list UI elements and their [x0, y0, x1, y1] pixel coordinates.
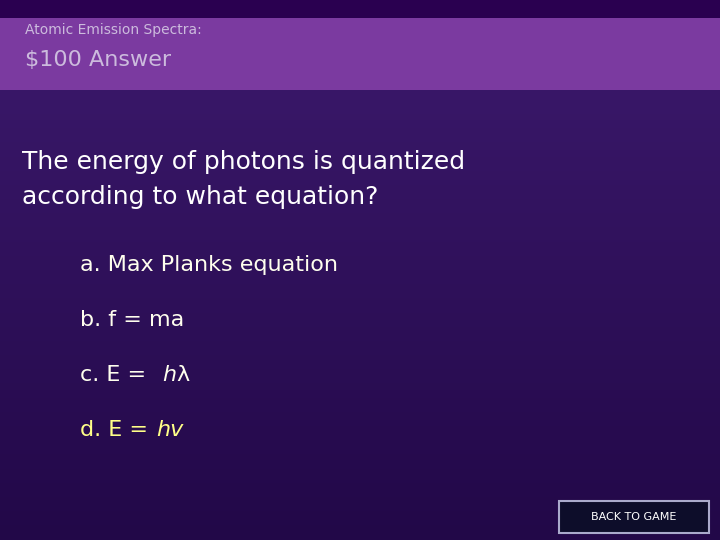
Bar	[0, 0, 720, 18]
Text: $100 Answer: $100 Answer	[25, 50, 171, 70]
Text: hv: hv	[156, 420, 184, 440]
Text: h: h	[162, 365, 176, 385]
Text: The energy of photons is quantized: The energy of photons is quantized	[22, 150, 465, 174]
Text: c. E =: c. E =	[80, 365, 153, 385]
Text: according to what equation?: according to what equation?	[22, 185, 379, 209]
Bar	[0, 18, 720, 90]
Text: BACK TO GAME: BACK TO GAME	[591, 512, 677, 522]
FancyBboxPatch shape	[559, 501, 709, 533]
Text: λ: λ	[176, 365, 189, 385]
Text: a. Max Planks equation: a. Max Planks equation	[80, 255, 338, 275]
Text: d. E =: d. E =	[80, 420, 148, 440]
Text: Atomic Emission Spectra:: Atomic Emission Spectra:	[25, 23, 202, 37]
Text: b. f = ma: b. f = ma	[80, 310, 184, 330]
